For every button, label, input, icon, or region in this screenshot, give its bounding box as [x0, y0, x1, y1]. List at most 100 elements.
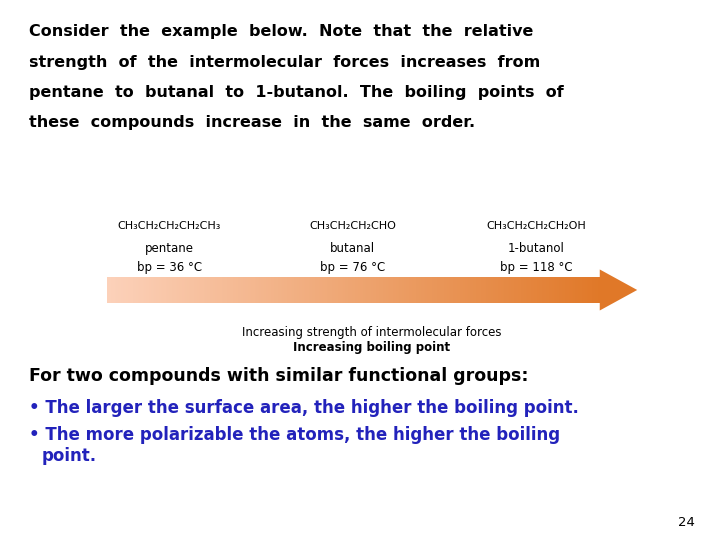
Polygon shape [360, 277, 361, 303]
Polygon shape [506, 277, 508, 303]
Polygon shape [442, 277, 444, 303]
Polygon shape [167, 277, 169, 303]
Polygon shape [322, 277, 323, 303]
Polygon shape [163, 277, 164, 303]
Polygon shape [186, 277, 187, 303]
Polygon shape [140, 277, 141, 303]
Text: 1-butanol: 1-butanol [508, 242, 564, 255]
Text: 24: 24 [678, 516, 695, 529]
Polygon shape [567, 277, 569, 303]
Polygon shape [399, 277, 401, 303]
Polygon shape [542, 277, 544, 303]
Polygon shape [169, 277, 171, 303]
Polygon shape [514, 277, 516, 303]
Polygon shape [450, 277, 452, 303]
Polygon shape [332, 277, 333, 303]
Polygon shape [562, 277, 564, 303]
Polygon shape [207, 277, 209, 303]
Polygon shape [468, 277, 470, 303]
Polygon shape [236, 277, 238, 303]
Polygon shape [452, 277, 454, 303]
Text: bp = 36 °C: bp = 36 °C [137, 261, 202, 274]
Polygon shape [462, 277, 463, 303]
Polygon shape [595, 277, 596, 303]
Text: bp = 76 °C: bp = 76 °C [320, 261, 385, 274]
Polygon shape [531, 277, 532, 303]
Polygon shape [117, 277, 118, 303]
Polygon shape [122, 277, 123, 303]
Polygon shape [259, 277, 261, 303]
Polygon shape [396, 277, 397, 303]
Polygon shape [277, 277, 279, 303]
Polygon shape [148, 277, 149, 303]
Polygon shape [327, 277, 328, 303]
Polygon shape [233, 277, 235, 303]
Polygon shape [500, 277, 501, 303]
Polygon shape [505, 277, 506, 303]
Polygon shape [223, 277, 225, 303]
Polygon shape [491, 277, 493, 303]
Polygon shape [335, 277, 337, 303]
Polygon shape [281, 277, 282, 303]
Polygon shape [472, 277, 473, 303]
Polygon shape [518, 277, 519, 303]
Polygon shape [246, 277, 248, 303]
Polygon shape [414, 277, 415, 303]
Polygon shape [383, 277, 384, 303]
Polygon shape [274, 277, 276, 303]
Polygon shape [524, 277, 526, 303]
Polygon shape [550, 277, 552, 303]
Polygon shape [509, 277, 511, 303]
Polygon shape [151, 277, 153, 303]
Polygon shape [409, 277, 410, 303]
Polygon shape [600, 269, 637, 310]
Text: CH₃CH₂CH₂CH₂CH₃: CH₃CH₂CH₂CH₂CH₃ [117, 221, 221, 232]
Polygon shape [243, 277, 245, 303]
Polygon shape [447, 277, 449, 303]
Polygon shape [516, 277, 518, 303]
Polygon shape [541, 277, 542, 303]
Polygon shape [408, 277, 409, 303]
Polygon shape [528, 277, 529, 303]
Polygon shape [164, 277, 166, 303]
Polygon shape [474, 277, 477, 303]
Polygon shape [570, 277, 572, 303]
Polygon shape [282, 277, 284, 303]
Polygon shape [419, 277, 420, 303]
Polygon shape [368, 277, 369, 303]
Polygon shape [378, 277, 379, 303]
Polygon shape [319, 277, 320, 303]
Polygon shape [379, 277, 381, 303]
Polygon shape [590, 277, 592, 303]
Polygon shape [269, 277, 271, 303]
Polygon shape [495, 277, 496, 303]
Polygon shape [493, 277, 495, 303]
Polygon shape [470, 277, 472, 303]
Polygon shape [381, 277, 383, 303]
Polygon shape [287, 277, 289, 303]
Polygon shape [199, 277, 200, 303]
Polygon shape [549, 277, 550, 303]
Polygon shape [508, 277, 509, 303]
Polygon shape [587, 277, 588, 303]
Polygon shape [337, 277, 338, 303]
Polygon shape [266, 277, 268, 303]
Polygon shape [310, 277, 312, 303]
Polygon shape [187, 277, 189, 303]
Polygon shape [588, 277, 590, 303]
Polygon shape [366, 277, 368, 303]
Polygon shape [438, 277, 441, 303]
Polygon shape [330, 277, 332, 303]
Polygon shape [261, 277, 263, 303]
Polygon shape [294, 277, 296, 303]
Polygon shape [498, 277, 500, 303]
Polygon shape [325, 277, 327, 303]
Polygon shape [432, 277, 433, 303]
Polygon shape [302, 277, 304, 303]
Polygon shape [205, 277, 207, 303]
Polygon shape [413, 277, 414, 303]
Polygon shape [227, 277, 228, 303]
Polygon shape [305, 277, 307, 303]
Polygon shape [135, 277, 136, 303]
Polygon shape [118, 277, 120, 303]
